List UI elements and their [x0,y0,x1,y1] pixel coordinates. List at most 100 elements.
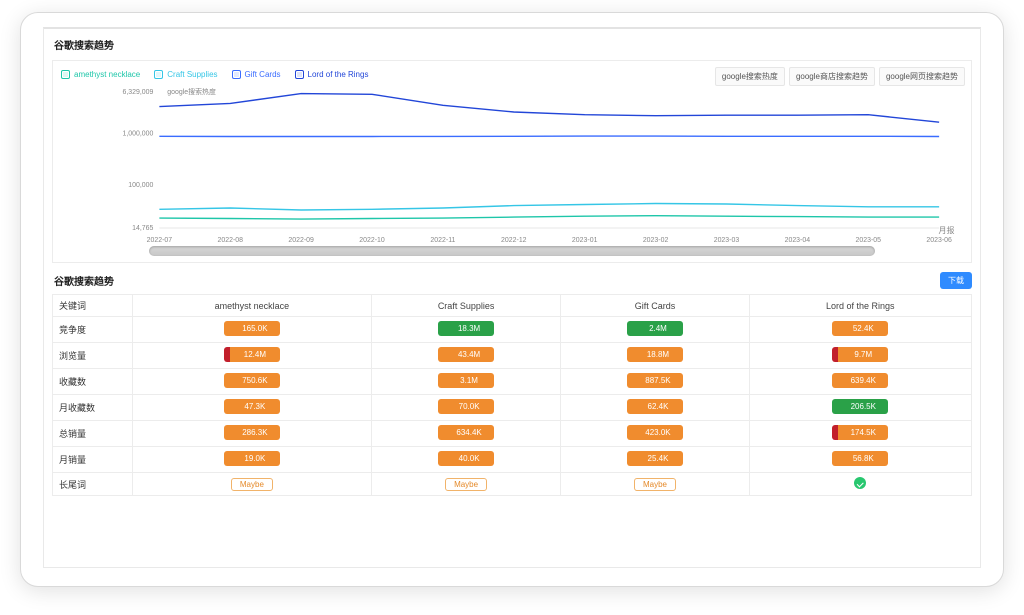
metric-pill: 47.3K [224,399,280,414]
pill-value: 25.4K [633,451,683,466]
pill-value: 165.0K [230,321,280,336]
svg-text:2022-11: 2022-11 [430,237,455,244]
svg-text:2022-08: 2022-08 [218,237,244,244]
legend-label: amethyst necklace [74,70,140,79]
pill-value: 2.4M [633,321,683,336]
metric-pill: 56.8K [832,451,888,466]
cell: 62.4K [561,395,749,421]
chart-tab-0[interactable]: google搜索热度 [715,67,785,86]
legend-item-amethyst[interactable]: amethyst necklace [61,70,140,79]
metric-pill: 18.3M [438,321,494,336]
chart-scrollbar[interactable] [149,246,875,256]
legend-item-craft[interactable]: Craft Supplies [154,70,217,79]
cell: 70.0K [371,395,561,421]
pill-value: 62.4K [633,399,683,414]
col-header-0: amethyst necklace [133,295,372,317]
metric-pill: 165.0K [224,321,280,336]
legend-item-lotr[interactable]: Lord of the Rings [295,70,369,79]
cell: 165.0K [133,317,372,343]
cell: 9.7M [749,343,971,369]
series-craft [159,204,939,211]
pill-value: 286.3K [230,425,280,440]
svg-text:2023-04: 2023-04 [785,237,811,244]
line-chart: google搜索热度6,329,0091,000,000100,00014,76… [65,86,959,246]
cell [749,473,971,496]
cell: 56.8K [749,447,971,473]
legend-item-gift[interactable]: Gift Cards [232,70,281,79]
cell: Maybe [561,473,749,496]
pill-value: 18.8M [633,347,683,362]
legend-label: Craft Supplies [167,70,217,79]
maybe-badge: Maybe [634,478,676,491]
maybe-badge: Maybe [445,478,487,491]
row-label: 长尾词 [53,473,133,496]
series-lotr [159,94,939,123]
svg-text:6,329,009: 6,329,009 [122,89,153,96]
pill-value: 52.4K [838,321,888,336]
pill-value: 47.3K [230,399,280,414]
svg-text:2023-06: 2023-06 [926,237,952,244]
checkbox-icon [61,70,70,79]
metric-pill: 750.6K [224,373,280,388]
checkbox-icon [154,70,163,79]
pill-value: 634.4K [444,425,494,440]
table-row: 收藏数 750.6K 3.1M 887.5K 639.4K [53,369,972,395]
cell: 47.3K [133,395,372,421]
metric-pill: 70.0K [438,399,494,414]
chart-tab-2[interactable]: google网页搜索趋势 [879,67,965,86]
metric-pill: 43.4M [438,347,494,362]
table-header-row: 谷歌搜索趋势 下载 [44,269,980,294]
check-circle-icon [854,477,866,489]
svg-text:2022-12: 2022-12 [501,237,527,244]
row-label: 总销量 [53,421,133,447]
metric-pill: 9.7M [832,347,888,362]
comparison-table: 关键词amethyst necklaceCraft SuppliesGift C… [52,294,972,496]
metric-pill: 206.5K [832,399,888,414]
cell: 25.4K [561,447,749,473]
cell: 423.0K [561,421,749,447]
svg-text:2022-07: 2022-07 [147,237,173,244]
svg-text:2022-09: 2022-09 [288,237,314,244]
svg-text:2023-03: 2023-03 [714,237,740,244]
maybe-badge: Maybe [231,478,273,491]
cell: Maybe [133,473,372,496]
cell: 634.4K [371,421,561,447]
cell: 43.4M [371,343,561,369]
chart-tab-1[interactable]: google商店搜索趋势 [789,67,875,86]
pill-value: 40.0K [444,451,494,466]
table-row: 月收藏数47.3K70.0K62.4K206.5K [53,395,972,421]
pill-value: 639.4K [838,373,888,388]
svg-text:google搜索热度: google搜索热度 [167,87,216,96]
metric-pill: 423.0K [627,425,683,440]
cell: 12.4M [133,343,372,369]
cell: Maybe [371,473,561,496]
col-header-keyword: 关键词 [53,295,133,317]
metric-pill: 25.4K [627,451,683,466]
cell: 887.5K [561,369,749,395]
metric-pill: 40.0K [438,451,494,466]
table-body: 竞争度165.0K18.3M2.4M52.4K浏览量12.4M43.4M18.8… [53,317,972,496]
table-row: 月销量19.0K40.0K25.4K56.8K [53,447,972,473]
pill-value: 423.0K [633,425,683,440]
metric-pill: 286.3K [224,425,280,440]
svg-text:1,000,000: 1,000,000 [122,130,153,137]
table-row: 浏览量12.4M43.4M18.8M9.7M [53,343,972,369]
row-label: 收藏数 [53,369,133,395]
pill-value: 43.4M [444,347,494,362]
chart-tab-group: google搜索热度google商店搜索趋势google网页搜索趋势 [715,67,965,86]
metric-pill: 3.1M [438,373,494,388]
pill-value: 3.1M [444,373,494,388]
row-label: 竞争度 [53,317,133,343]
pill-value: 12.4M [230,347,280,362]
table-row: 总销量286.3K634.4K423.0K174.5K [53,421,972,447]
legend-label: Lord of the Rings [308,70,369,79]
pill-value: 19.0K [230,451,280,466]
metric-pill: 639.4K [832,373,888,388]
cell: 52.4K [749,317,971,343]
download-button[interactable]: 下载 [940,272,972,289]
metric-pill: 2.4M [627,321,683,336]
pill-value: 887.5K [633,373,683,388]
pill-value: 70.0K [444,399,494,414]
svg-text:2022-10: 2022-10 [359,237,385,244]
cell: 206.5K [749,395,971,421]
